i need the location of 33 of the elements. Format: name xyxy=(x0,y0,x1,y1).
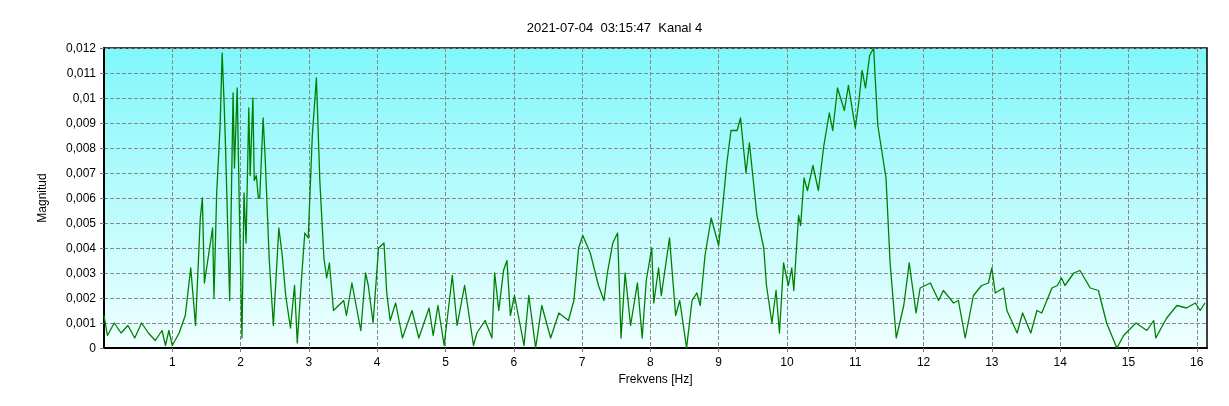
y-tick-label: 0,009 xyxy=(65,116,97,130)
x-tick-label: 5 xyxy=(442,355,450,369)
y-tick-label: 0,012 xyxy=(65,41,97,55)
y-tick-label: 0,003 xyxy=(65,266,97,280)
x-tick-label: 2 xyxy=(237,355,245,369)
line-series xyxy=(103,47,1206,349)
y-tick-label: 0,006 xyxy=(65,191,97,205)
x-tick-label: 7 xyxy=(578,355,586,369)
x-tick-label: 11 xyxy=(849,355,862,369)
x-tick-label: 9 xyxy=(715,355,723,369)
y-tick-label: 0,004 xyxy=(65,241,97,255)
y-tick-label: 0,001 xyxy=(65,316,97,330)
chart-title: 2021-07-04 03:15:47 Kanal 4 xyxy=(526,20,703,35)
x-tick-label: 8 xyxy=(647,355,655,369)
y-tick-label: 0,011 xyxy=(66,66,97,80)
x-tick-label: 6 xyxy=(510,355,518,369)
y-tick-label: 0,007 xyxy=(65,166,97,180)
y-tick-label: 0,01 xyxy=(72,91,97,105)
y-tick-label: 0,008 xyxy=(65,141,97,155)
x-tick-label: 10 xyxy=(780,355,794,369)
y-tick-label: 0,005 xyxy=(65,216,97,230)
x-tick-label: 12 xyxy=(916,355,931,369)
x-tick-label: 3 xyxy=(305,355,313,369)
x-tick-label: 13 xyxy=(985,355,999,369)
y-tick-label: 0,002 xyxy=(65,291,97,305)
x-tick-label: 16 xyxy=(1190,355,1204,369)
x-tick-label: 1 xyxy=(168,355,176,369)
y-tick-label: 0 xyxy=(89,341,97,355)
y-axis-title: Magnitud xyxy=(35,173,49,223)
x-axis-title: Frekvens [Hz] xyxy=(618,371,693,386)
x-tick-label: 15 xyxy=(1121,355,1136,369)
x-tick-label: 14 xyxy=(1053,355,1068,369)
x-tick-label: 4 xyxy=(373,355,381,369)
